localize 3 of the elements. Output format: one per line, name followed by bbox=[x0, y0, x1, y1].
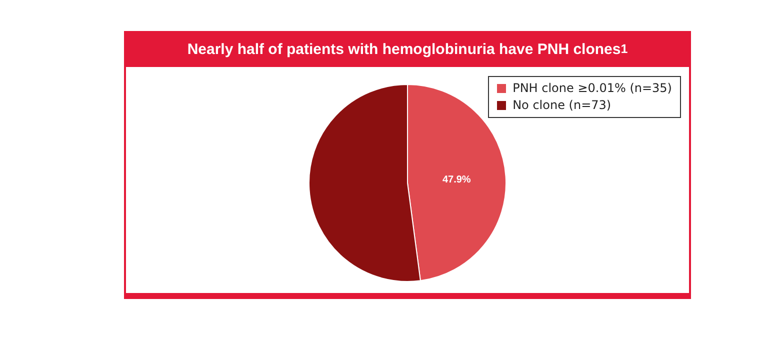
legend-label: PNH clone ≥0.01% (n=35) bbox=[512, 80, 672, 97]
data-label: 47.9% bbox=[442, 174, 471, 186]
legend-label: No clone (n=73) bbox=[512, 97, 612, 114]
